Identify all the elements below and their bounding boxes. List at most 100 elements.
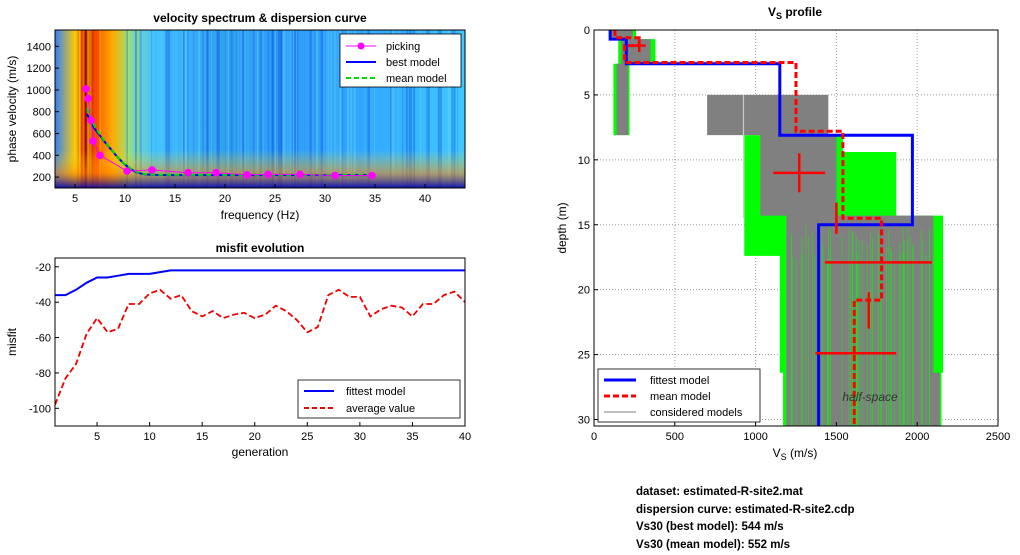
x-tick-label: 40	[419, 193, 431, 205]
picking-point	[264, 170, 272, 179]
picking-point	[148, 166, 156, 174]
legend-picking-marker	[357, 42, 365, 50]
spectrum-streak	[334, 30, 336, 188]
misfit-x-label: generation	[232, 445, 289, 459]
spectrum-streak	[187, 30, 189, 188]
spectrum-streak	[237, 30, 239, 188]
spectrum-streak	[168, 30, 171, 188]
spectrum-streak	[215, 30, 217, 188]
x-tick-label: 5	[94, 431, 100, 443]
spectrum-streak	[278, 30, 280, 188]
spectrum-streak	[340, 30, 343, 188]
spectrum-streak	[341, 30, 343, 188]
spectrum-streak	[81, 30, 83, 188]
y-tick-label: 10	[578, 155, 590, 167]
spectrum-streak	[184, 30, 187, 188]
mean-model-curve	[86, 108, 375, 176]
y-tick-label: 200	[33, 172, 51, 184]
half-space-label: half-space	[842, 390, 898, 404]
spectrum-streak	[296, 30, 299, 188]
spectrum-streak	[427, 30, 429, 188]
velocity-spectrum-panel: velocity spectrum & dispersion curve 5 10…	[5, 11, 466, 222]
spectrum-streak	[367, 30, 369, 188]
considered-models-band	[611, 30, 940, 426]
spectrum-streak	[426, 30, 428, 188]
spectrum-streak	[236, 30, 238, 188]
picking-point	[184, 168, 192, 177]
y-tick-label: 800	[33, 107, 51, 119]
spectrum-streak	[275, 30, 277, 188]
spectrum-streak	[364, 30, 366, 188]
spectrum-streak	[350, 30, 353, 188]
spectrum-streak	[315, 30, 318, 188]
spectrum-streak	[335, 30, 337, 188]
spectrum-streak	[79, 30, 81, 188]
spectrum-streak	[293, 30, 295, 188]
spectrum-streak	[310, 30, 312, 188]
x-tick-label: 10	[143, 431, 155, 443]
spectrum-streak	[182, 30, 185, 188]
spectrum-y-label: phase velocity (m/s)	[5, 56, 19, 163]
x-tick-label: 35	[369, 193, 381, 205]
y-tick-label: 400	[33, 150, 51, 162]
spectrum-streak	[440, 30, 442, 188]
y-tick-label: 5	[584, 90, 590, 102]
picking-point	[82, 85, 90, 93]
spectrum-streak	[339, 30, 341, 188]
spectrum-streak	[280, 30, 282, 188]
vs-title: VS profile	[768, 5, 822, 21]
x-tick-label: 1500	[824, 431, 848, 443]
x-tick-label: 40	[459, 431, 471, 443]
spectrum-streak	[151, 30, 153, 188]
spectrum-streak	[135, 30, 137, 188]
spectrum-streak	[393, 30, 395, 188]
spectrum-streak	[427, 30, 430, 188]
misfit-evolution-panel: misfit evolution 5 10 15 20 25 30 35 40 -100 -80…	[5, 241, 471, 459]
spectrum-streak	[437, 30, 440, 188]
spectrum-streak	[98, 30, 101, 188]
y-tick-label: 15	[578, 220, 590, 232]
spectrum-streak	[448, 30, 450, 188]
spectrum-streak	[397, 30, 399, 188]
misfit-x-ticks: 5 10 15 20 25 30 35 40	[94, 422, 471, 443]
picking-point	[212, 168, 220, 177]
vs-y-label: depth (m)	[555, 202, 569, 253]
spectrum-streak	[79, 30, 81, 188]
spectrum-streak	[401, 30, 404, 188]
dataset-name: dataset: estimated-R-site2.mat	[636, 486, 803, 498]
spectrum-streak	[144, 30, 146, 188]
spectrum-streak	[170, 30, 173, 188]
y-tick-label: 25	[578, 350, 590, 362]
spectrum-streak	[409, 30, 411, 188]
picking-point	[87, 116, 95, 125]
spectrum-streak	[294, 30, 297, 188]
x-tick-label: 15	[169, 193, 181, 205]
y-tick-label: 600	[33, 129, 51, 141]
x-tick-label: 20	[249, 431, 261, 443]
spectrum-y-ticks: 200 400 600 800 1000 1200 1400	[27, 41, 59, 184]
spectrum-streak	[87, 30, 90, 188]
spectrum-streak	[257, 30, 259, 188]
legend-average-value: average value	[346, 403, 415, 415]
spectrum-streak	[291, 30, 293, 188]
average-value-line	[55, 288, 465, 406]
x-tick-label: 500	[666, 431, 684, 443]
picking-point	[243, 171, 251, 179]
spectrum-streak	[330, 30, 332, 188]
spectrum-streak	[211, 30, 213, 188]
spectrum-streak	[259, 30, 262, 188]
spectrum-streak	[457, 30, 459, 188]
spectrum-streak	[429, 30, 430, 188]
spectrum-streak	[157, 30, 160, 188]
spectrum-streak	[337, 30, 339, 188]
spectrum-streak	[167, 30, 170, 188]
picking-point	[89, 137, 97, 145]
spectrum-streak	[349, 30, 351, 188]
spectrum-streak	[206, 30, 208, 188]
spectrum-streak	[267, 30, 270, 188]
spectrum-streak	[129, 30, 131, 188]
y-tick-label: 30	[578, 415, 590, 427]
y-tick-label: -40	[35, 297, 51, 309]
y-tick-label: -100	[29, 403, 51, 415]
spectrum-streak	[324, 30, 326, 188]
